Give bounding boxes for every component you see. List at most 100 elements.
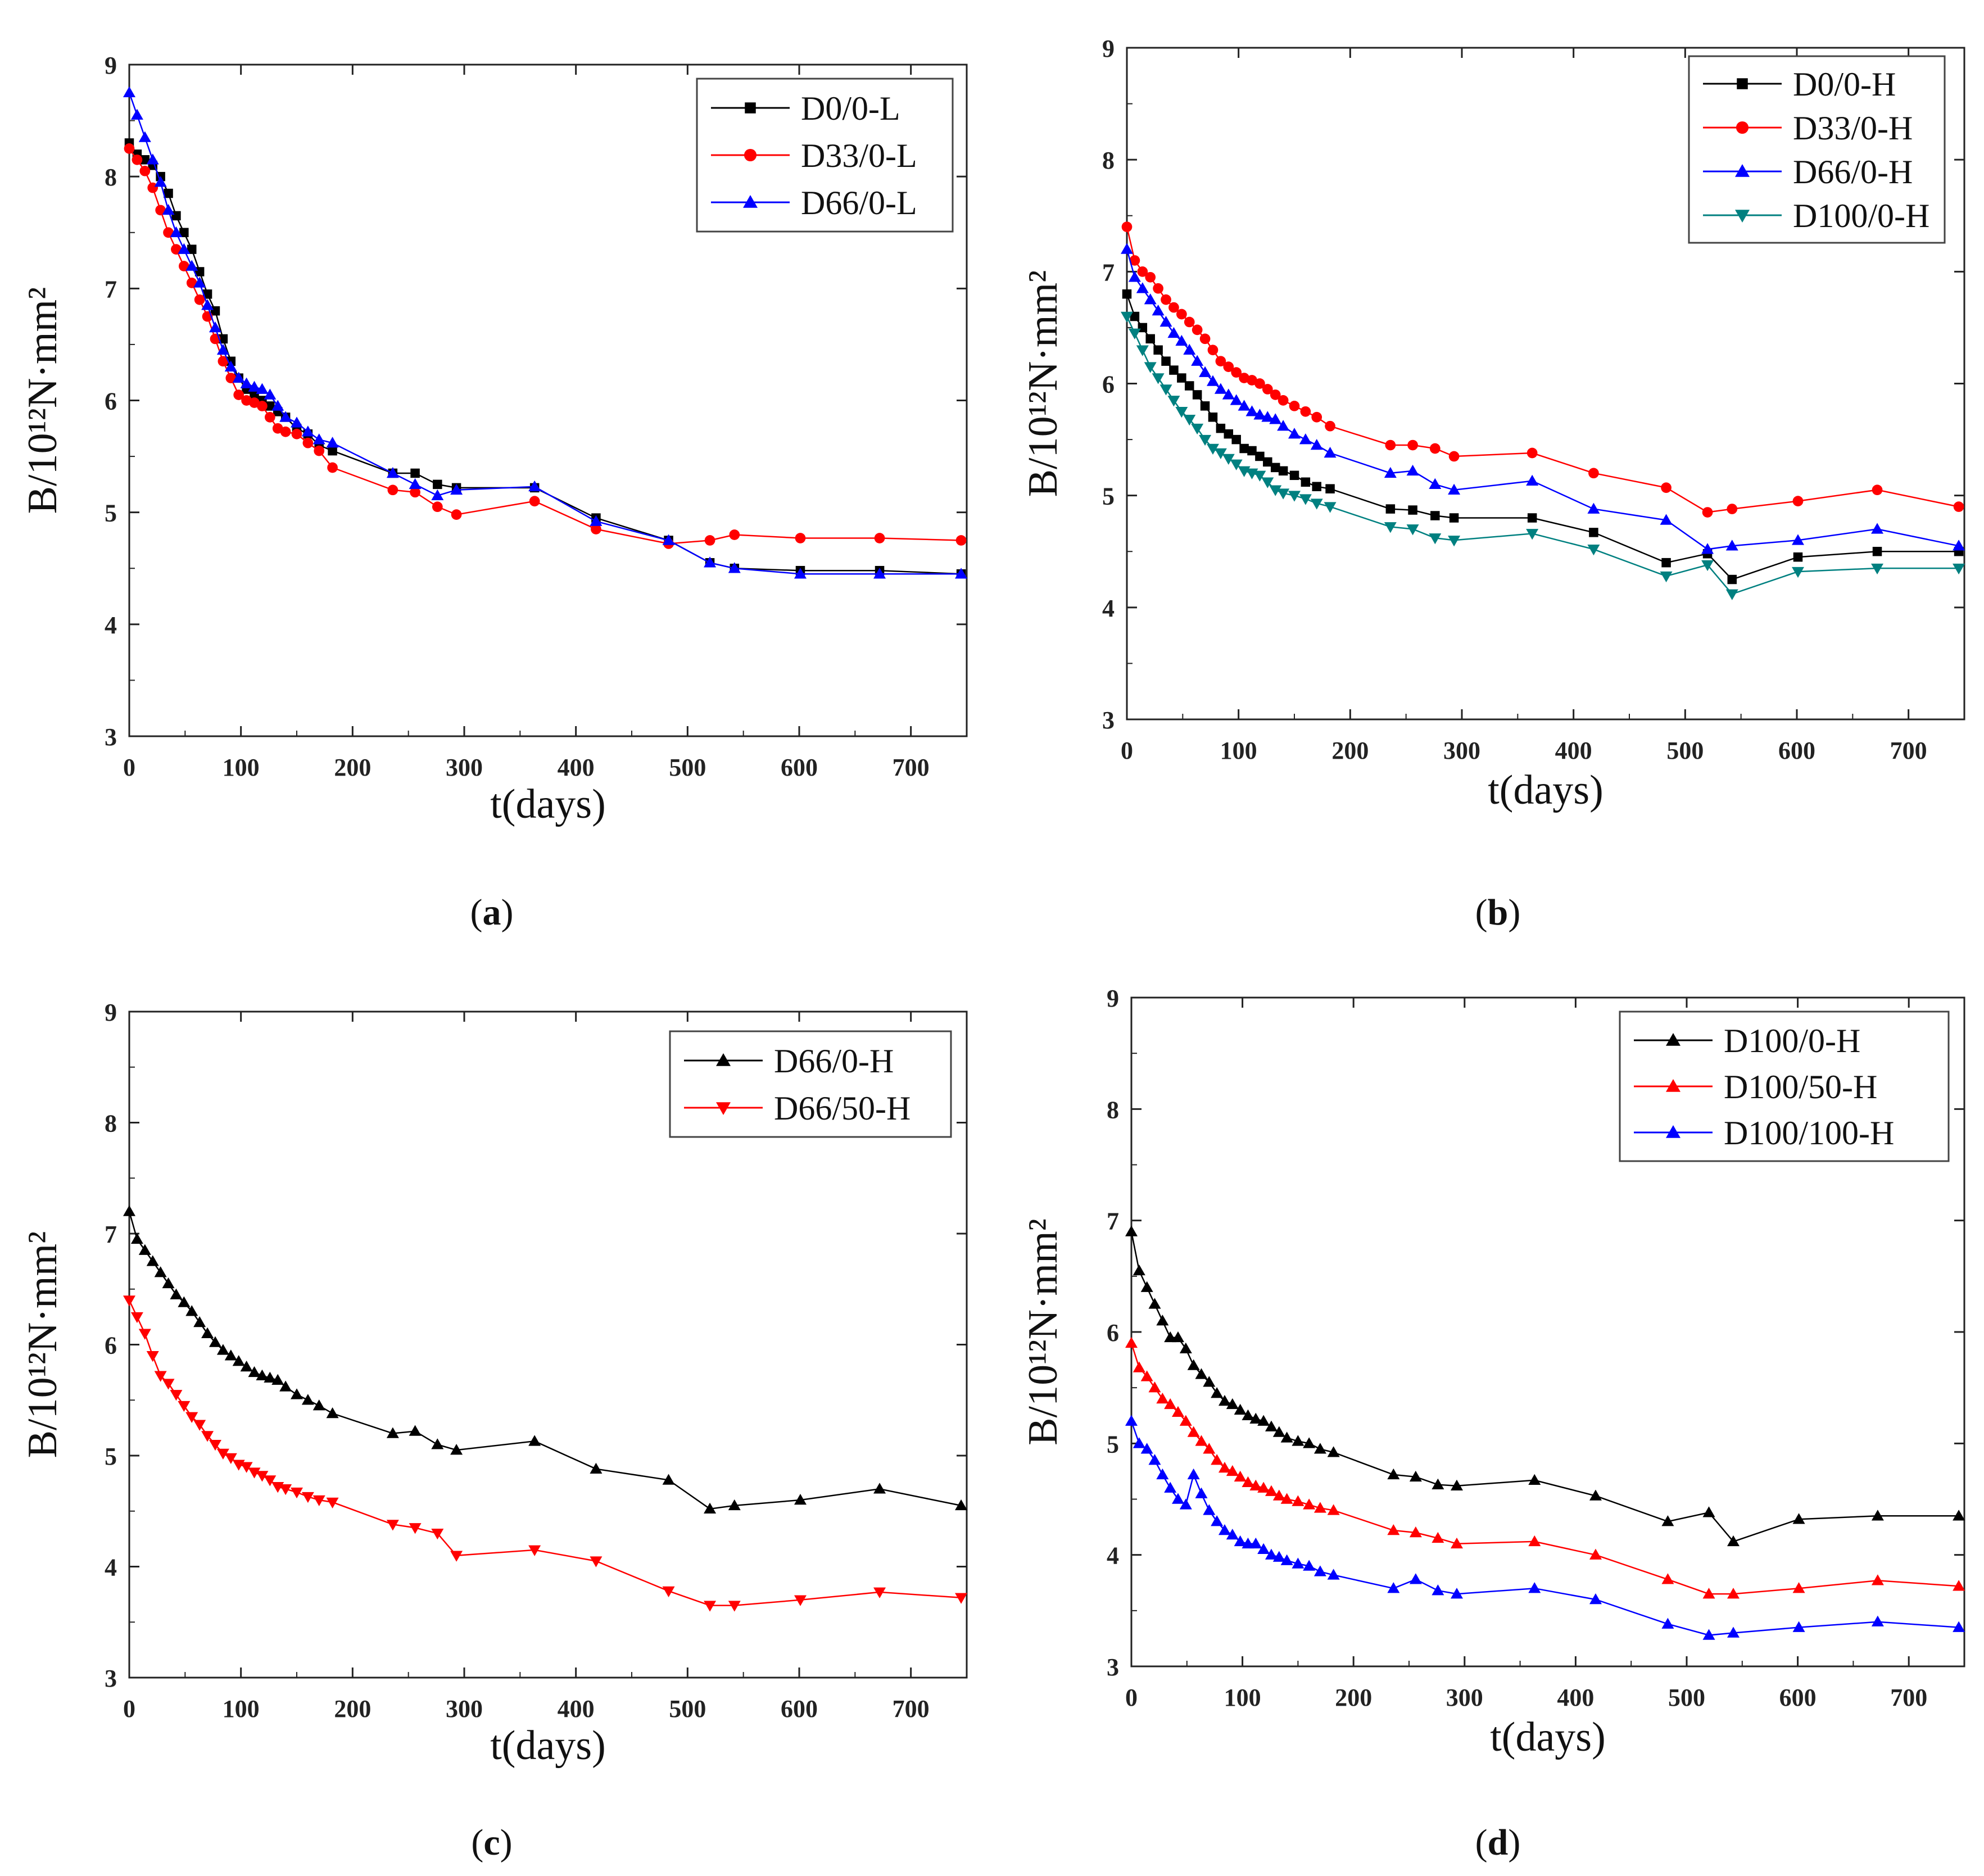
data-point	[185, 1305, 198, 1316]
data-point	[140, 155, 150, 165]
data-point	[1214, 448, 1227, 459]
data-point	[1792, 1582, 1805, 1593]
data-point	[130, 108, 143, 120]
data-point	[1289, 400, 1300, 411]
data-point	[432, 501, 443, 513]
x-axis-title: t(days)	[1490, 1714, 1606, 1760]
y-tick-label: 9	[105, 52, 117, 79]
data-point	[386, 1427, 399, 1438]
data-point	[1164, 1398, 1177, 1410]
data-point	[1242, 1537, 1254, 1549]
panel-caption: (d)	[1475, 1822, 1521, 1863]
data-point	[224, 1453, 237, 1464]
legend-label: D100/0-H	[1724, 1022, 1860, 1059]
data-point	[1265, 1548, 1278, 1560]
data-point	[1702, 507, 1713, 518]
series-D66/50-H	[123, 1295, 968, 1612]
data-point	[1164, 1481, 1177, 1493]
y-tick-label: 5	[105, 1443, 117, 1470]
y-tick-label: 6	[1107, 1319, 1119, 1347]
data-point	[280, 426, 291, 437]
data-point	[590, 515, 603, 526]
series-D0/0-H	[1122, 289, 1964, 584]
data-point	[451, 509, 462, 520]
data-point	[1429, 533, 1442, 545]
legend-label: D0/0-H	[1793, 66, 1896, 103]
data-point	[1727, 574, 1737, 584]
data-point	[1300, 406, 1311, 417]
legend-box	[669, 1030, 952, 1138]
caption-open: (	[1475, 1822, 1488, 1863]
data-point	[1660, 571, 1673, 583]
data-point	[1242, 1476, 1254, 1487]
x-tick-label: 400	[558, 754, 595, 781]
x-tick-label: 700	[1890, 737, 1927, 764]
data-point	[265, 401, 275, 411]
legend-marker	[743, 195, 758, 208]
data-point	[123, 1295, 135, 1307]
data-point	[1199, 366, 1212, 377]
series-D66/0-H	[123, 1205, 968, 1514]
legend-label: D33/0-H	[1793, 110, 1913, 147]
data-point	[1179, 1415, 1192, 1426]
data-point	[728, 1499, 741, 1511]
data-point	[209, 321, 221, 333]
data-point	[1793, 552, 1803, 562]
data-point	[154, 1266, 167, 1277]
data-point	[1303, 1498, 1316, 1510]
x-tick-label: 600	[1778, 737, 1815, 764]
x-axis-title: t(days)	[490, 1723, 606, 1769]
data-point	[1187, 1468, 1200, 1480]
data-point	[1148, 1298, 1161, 1309]
y-tick-label: 8	[1102, 147, 1115, 174]
data-point	[1280, 1554, 1293, 1565]
data-point	[1449, 513, 1459, 523]
x-tick-label: 300	[1443, 737, 1480, 764]
data-point	[1312, 482, 1321, 491]
data-point	[210, 306, 220, 316]
data-point	[1144, 293, 1157, 305]
data-point	[154, 176, 167, 187]
x-tick-label: 600	[781, 1695, 818, 1723]
data-point	[164, 188, 173, 198]
data-point	[1195, 1368, 1208, 1379]
legend-label: D0/0-L	[801, 90, 900, 127]
data-point	[194, 267, 205, 277]
data-point	[1588, 468, 1599, 479]
data-point	[1278, 466, 1288, 476]
data-point	[1145, 334, 1155, 344]
legend-marker	[716, 1053, 731, 1066]
data-point	[1288, 428, 1301, 439]
data-point	[409, 1425, 422, 1436]
x-tick-label: 100	[223, 1695, 260, 1723]
x-tick-label: 200	[334, 754, 371, 781]
data-point	[795, 533, 806, 543]
data-point	[279, 1484, 292, 1496]
data-point	[209, 1336, 221, 1347]
data-point	[163, 227, 174, 238]
x-tick-label: 600	[781, 754, 818, 781]
x-tick-label: 500	[1666, 737, 1704, 764]
data-point	[271, 400, 284, 411]
data-point	[1203, 1376, 1216, 1387]
data-point	[386, 1520, 399, 1531]
data-point	[1200, 401, 1210, 411]
data-point	[327, 462, 338, 473]
data-point	[1148, 1381, 1161, 1393]
data-point	[1450, 1537, 1463, 1549]
data-point	[1527, 513, 1537, 523]
caption-close: )	[1508, 892, 1520, 933]
data-point	[1589, 1489, 1602, 1501]
data-point	[202, 289, 212, 299]
data-point	[216, 1448, 229, 1460]
data-point	[1253, 409, 1266, 420]
data-point	[1526, 474, 1539, 486]
data-point	[1231, 434, 1241, 445]
x-tick-label: 700	[893, 1695, 930, 1723]
data-point	[1183, 414, 1196, 426]
data-point	[1409, 1526, 1422, 1538]
data-point	[1159, 315, 1172, 327]
data-point	[1702, 1629, 1715, 1640]
data-point	[1327, 1504, 1340, 1515]
data-point	[1156, 1393, 1169, 1404]
